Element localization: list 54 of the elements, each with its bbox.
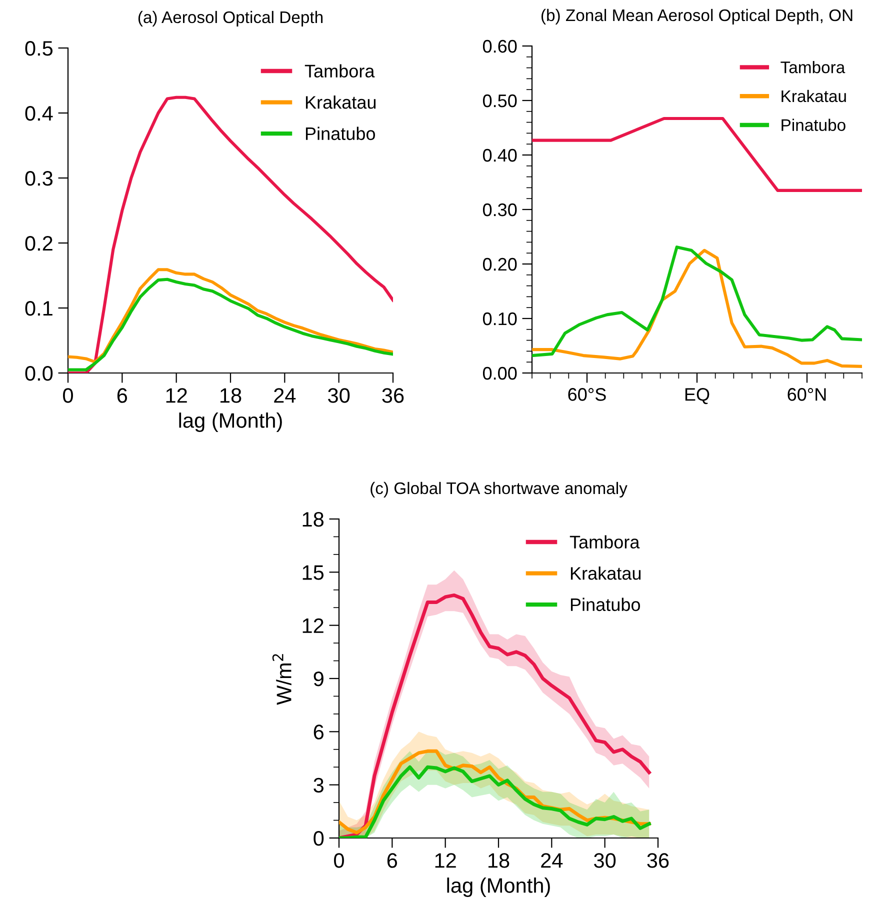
x-tick-label: 0 <box>334 853 344 868</box>
y-tick-label: 0.5 <box>25 41 53 56</box>
y-tick-label: 0.30 <box>482 203 517 216</box>
y-axis-title: W/m$^{2}$ <box>272 654 292 705</box>
legend-label: Tambora <box>570 535 640 549</box>
x-tick-label: EQ <box>685 388 710 404</box>
y-tick-label: 9 <box>314 672 324 686</box>
x-tick-label: 60°S <box>568 388 606 401</box>
x-tick-label: 30 <box>594 853 616 868</box>
legend-label: Krakatau <box>306 96 376 109</box>
x-tick-label: 24 <box>541 853 563 868</box>
x-tick-label: 12 <box>435 853 456 868</box>
y-tick-label: 0.4 <box>25 106 53 121</box>
chart-title: (b) Zonal Mean Aerosol Optical Depth, ON <box>541 8 852 24</box>
y-tick-label: 12 <box>302 618 324 633</box>
y-tick-label: 18 <box>302 512 324 527</box>
x-tick-label: 6 <box>117 388 128 403</box>
x-tick-label: 24 <box>274 388 296 403</box>
line-series <box>68 278 393 372</box>
x-axis-title: lag (Month) <box>179 412 282 432</box>
y-tick-label: 0.10 <box>482 312 517 326</box>
y-tick-label: 0.50 <box>482 94 517 108</box>
y-tick-label: 0.1 <box>25 301 52 316</box>
legend-label: Pinatubo <box>570 598 640 612</box>
y-tick-label: 0.2 <box>25 236 52 251</box>
x-tick-label: 12 <box>166 388 187 403</box>
x-tick-label: 36 <box>647 853 669 868</box>
legend-label: Krakatau <box>570 566 641 580</box>
y-tick-label: 0 <box>314 831 324 846</box>
x-tick-label: 60°N <box>788 388 826 401</box>
legend-label: Krakatau <box>782 90 846 102</box>
y-tick-label: 0.20 <box>482 258 517 271</box>
chart-title: (c) Global TOA shortwave anomaly <box>370 482 628 498</box>
y-tick-label: 0.0 <box>25 366 53 381</box>
legend-label: Pinatubo <box>782 118 846 131</box>
y-tick-label: 6 <box>314 724 324 740</box>
legend-label: Tambora <box>780 61 846 74</box>
x-tick-label: 0 <box>63 388 73 403</box>
x-tick-label: 36 <box>382 388 404 403</box>
y-tick-label: 0.40 <box>482 148 517 162</box>
x-tick-label: 18 <box>220 388 242 403</box>
y-tick-label: 15 <box>302 565 324 580</box>
chart-title: (a) Aerosol Optical Depth <box>138 10 323 26</box>
line-series <box>68 268 393 364</box>
x-axis-title: lag (Month) <box>447 878 550 897</box>
x-tick-label: 6 <box>387 853 398 868</box>
legend-label: Tambora <box>304 64 375 78</box>
line-series <box>339 765 651 838</box>
legend-label: Pinatubo <box>306 126 376 140</box>
x-tick-label: 30 <box>328 388 350 403</box>
y-tick-label: 3 <box>314 778 324 793</box>
y-tick-label: 0.3 <box>25 171 53 186</box>
y-tick-label: 0.00 <box>482 366 517 380</box>
y-tick-label: 0.60 <box>482 40 517 53</box>
